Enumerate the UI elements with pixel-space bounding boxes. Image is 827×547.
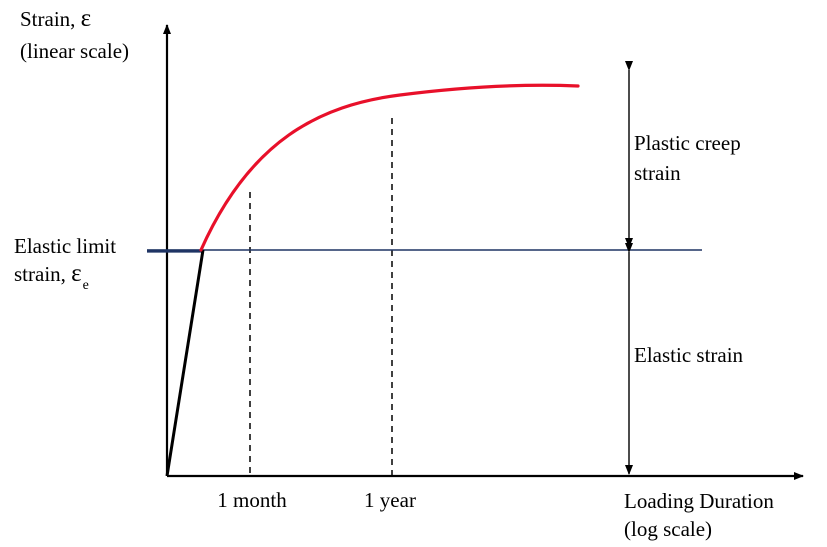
y-axis-label: Strain, ε	[20, 5, 91, 32]
tick-label-one-year: 1 year	[364, 488, 416, 512]
plastic-creep-label-strain: strain	[634, 161, 681, 185]
elastic-strain-label: Elastic strain	[634, 343, 744, 367]
creep-curve	[199, 83, 580, 252]
x-axis-scale-label: (log scale)	[624, 517, 712, 541]
plastic-creep-label: Plastic creep	[634, 131, 741, 155]
elastic-loading-line	[165, 249, 205, 477]
x-axis-label: Loading Duration	[624, 489, 774, 513]
y-axis-scale-label: (linear scale)	[20, 39, 129, 63]
elastic-limit-strain-label: strain, εe	[14, 260, 89, 293]
tick-label-one-month: 1 month	[217, 488, 287, 512]
elastic-limit-label: Elastic limit	[14, 234, 116, 258]
